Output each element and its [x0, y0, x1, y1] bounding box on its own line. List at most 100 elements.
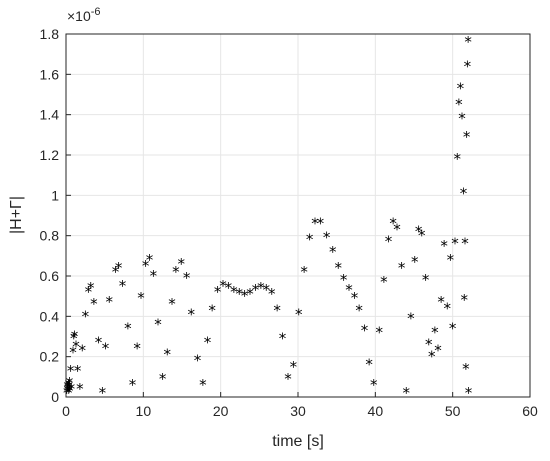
data-point: * [407, 309, 415, 327]
data-point: * [252, 281, 260, 299]
data-point: * [311, 215, 319, 233]
data-point: * [67, 362, 75, 380]
data-point: * [463, 128, 471, 146]
data-point: * [76, 380, 84, 398]
data-point: * [431, 323, 439, 341]
data-point: * [142, 257, 150, 275]
data-point: * [129, 376, 137, 394]
y-axis-exponent-power: -6 [91, 6, 101, 18]
data-point: * [465, 384, 473, 402]
data-point: * [199, 376, 207, 394]
data-point: * [444, 299, 452, 317]
data-point: * [154, 315, 162, 333]
y-tick-label: 1 [51, 187, 59, 203]
data-point: * [340, 271, 348, 289]
data-point: * [235, 285, 243, 303]
data-point: * [115, 259, 123, 277]
data-point: * [380, 273, 388, 291]
data-point: * [164, 346, 172, 364]
x-tick-label: 10 [136, 403, 152, 419]
data-point: * [124, 319, 132, 337]
data-point: * [72, 338, 80, 356]
data-point: * [365, 356, 373, 374]
data-point: * [447, 251, 455, 269]
y-tick-label: 0.8 [40, 228, 60, 244]
data-point: * [279, 330, 287, 348]
data-point: * [437, 293, 445, 311]
data-point: * [99, 384, 107, 402]
data-point: * [146, 251, 154, 269]
data-point: * [204, 334, 212, 352]
data-point: * [219, 277, 227, 295]
data-point: * [385, 233, 393, 251]
data-point: * [194, 352, 202, 370]
data-point: * [457, 79, 465, 97]
data-point: * [63, 378, 71, 396]
data-point: * [65, 384, 73, 402]
plot-area-frame [65, 33, 531, 398]
data-point: * [306, 231, 314, 249]
data-point: * [398, 259, 406, 277]
data-point: * [64, 380, 72, 398]
data-point: * [461, 235, 469, 253]
data-point: * [230, 283, 238, 301]
x-tick-label: 0 [62, 403, 70, 419]
data-point: * [370, 376, 378, 394]
y-tick-label: 0.6 [40, 268, 60, 284]
data-point: * [415, 223, 423, 241]
data-point: * [90, 295, 98, 313]
data-point: * [455, 96, 463, 114]
data-point: * [345, 281, 353, 299]
data-point: * [63, 384, 71, 402]
data-point: * [241, 287, 249, 305]
y-tick-label: 1.6 [40, 66, 60, 82]
data-point: * [133, 340, 141, 358]
data-point: * [65, 376, 73, 394]
data-point: * [393, 221, 401, 239]
x-tick-label: 50 [445, 403, 461, 419]
data-point: * [119, 277, 127, 295]
y-tick-label: 1.8 [40, 26, 60, 42]
data-point: * [403, 384, 411, 402]
data-point: * [458, 110, 466, 128]
data-point: * [64, 382, 72, 400]
data-point: * [329, 243, 337, 261]
data-point: * [295, 305, 303, 323]
data-point: * [300, 263, 308, 281]
data-point: * [74, 362, 82, 380]
data-point: * [150, 267, 158, 285]
data-point: * [82, 307, 90, 325]
data-point: * [434, 342, 442, 360]
data-point: * [214, 283, 222, 301]
data-point: * [95, 334, 103, 352]
data-point: * [188, 305, 196, 323]
x-tick-label: 20 [213, 403, 229, 419]
data-point: * [460, 184, 468, 202]
data-point: * [225, 279, 233, 297]
data-point: * [208, 301, 216, 319]
data-point: * [355, 301, 363, 319]
data-point: * [454, 150, 462, 168]
data-point: * [65, 378, 73, 396]
data-point: * [375, 323, 383, 341]
data-point: * [168, 295, 176, 313]
data-point: * [451, 235, 459, 253]
data-point: * [177, 255, 185, 273]
data-point: * [85, 283, 93, 301]
data-point: * [183, 269, 191, 287]
x-tick-label: 60 [522, 403, 538, 419]
data-point: * [418, 227, 426, 245]
data-point: * [78, 342, 86, 360]
data-point: * [268, 285, 276, 303]
data-point: * [172, 263, 180, 281]
data-point: * [351, 289, 359, 307]
y-tick-label: 1.4 [40, 107, 60, 123]
tick-labels: 0 10 20 30 40 50 60 0 0.2 0.4 0.6 0.8 1 1.2 1.4 1.6 1.8 [40, 26, 538, 419]
data-point: * [66, 374, 74, 392]
data-point: * [70, 330, 78, 348]
data-points: ****************************************… [63, 33, 473, 402]
data-point: * [428, 348, 436, 366]
x-axis-label: time [s] [272, 433, 324, 450]
